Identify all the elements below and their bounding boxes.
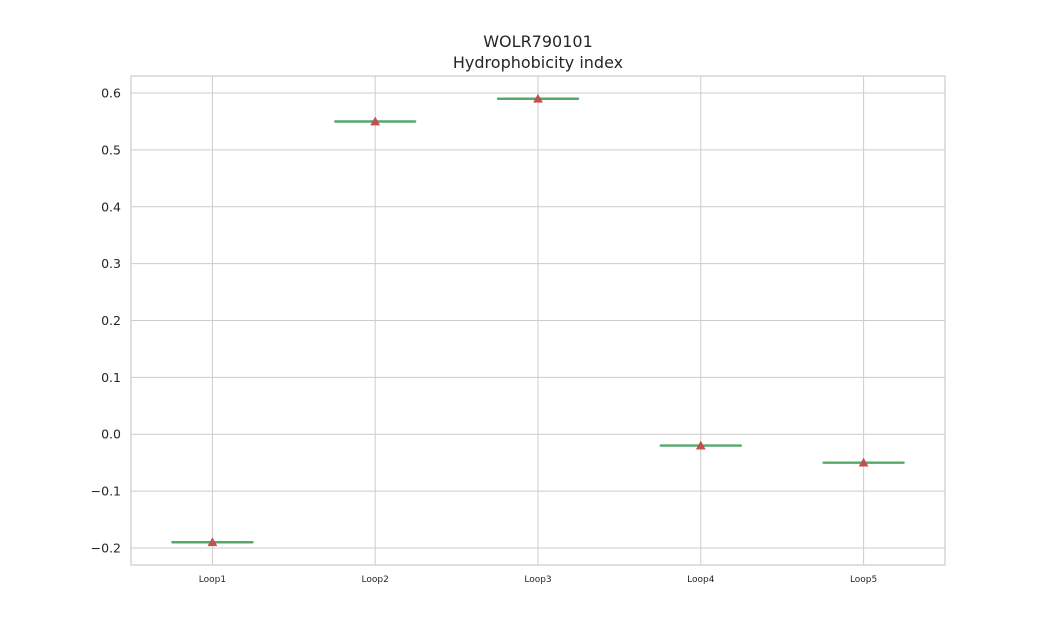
plot-frame <box>130 75 946 566</box>
grid-lines <box>131 76 945 565</box>
mean-marker <box>533 93 543 103</box>
title-line-2: Hydrophobicity index <box>453 53 623 72</box>
y-tick-label: −0.1 <box>91 484 121 499</box>
y-tick-label: 0.5 <box>101 142 121 157</box>
box-loop2 <box>334 116 417 126</box>
y-tick-label: −0.2 <box>91 540 121 555</box>
boxes <box>171 93 905 547</box>
x-tick-labels: Loop1 Loop2 Loop3 Loop4 Loop5 <box>199 575 878 585</box>
y-tick-label: 0.4 <box>101 199 121 214</box>
mean-marker <box>370 116 381 126</box>
mean-marker <box>695 440 706 450</box>
mean-marker <box>207 537 218 547</box>
x-tick-label: Loop2 <box>362 575 389 585</box>
y-tick-label: 0.0 <box>101 427 121 442</box>
y-tick-label: 0.2 <box>101 313 121 328</box>
x-tick-label: Loop4 <box>687 575 715 585</box>
box-loop5 <box>822 457 905 467</box>
x-tick-label: Loop5 <box>850 575 877 585</box>
chart-title: WOLR790101 Hydrophobicity index <box>453 32 623 72</box>
box-loop4 <box>659 440 742 450</box>
title-line-1: WOLR790101 <box>483 32 593 51</box>
x-tick-label: Loop3 <box>524 575 551 585</box>
box-loop1 <box>171 537 254 547</box>
y-tick-label: 0.3 <box>101 256 121 271</box>
y-tick-label: 0.6 <box>101 86 121 101</box>
x-tick-label: Loop1 <box>199 575 226 585</box>
box-loop3 <box>496 93 580 103</box>
y-tick-labels: −0.2 −0.1 0.0 0.1 0.2 0.3 0.4 0.5 0.6 <box>91 86 121 556</box>
y-tick-label: 0.1 <box>101 370 121 385</box>
mean-marker <box>858 457 869 467</box>
